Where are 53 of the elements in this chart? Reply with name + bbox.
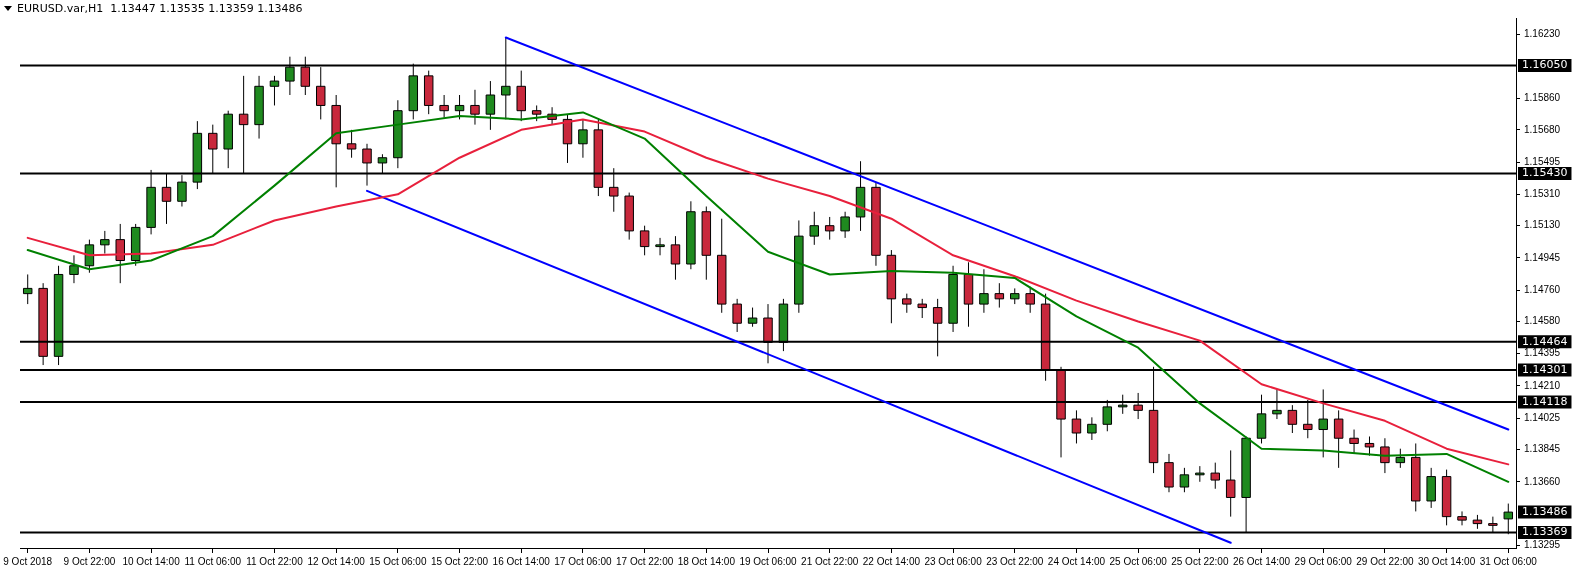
ref-line-label: 1.15430 [1522,166,1568,180]
x-tick-label: 16 Oct 14:00 [492,555,551,567]
x-tick-label: 31 Oct 06:00 [1479,555,1538,567]
y-tick-label: 1.15130 [1524,219,1561,231]
y-tick-label: 1.14945 [1524,251,1561,263]
candlestick [1025,286,1035,314]
candlestick [979,268,989,314]
y-tick-label: 1.15310 [1524,188,1561,200]
x-tick-label: 30 Oct 14:00 [1417,555,1476,567]
x-tick-label: 25 Oct 22:00 [1171,555,1229,567]
y-tick-label: 1.15495 [1524,155,1561,167]
x-tick-label: 9 Oct 22:00 [63,555,116,567]
x-tick-label: 9 Oct 2018 [3,555,53,567]
x-tick-label: 24 Oct 14:00 [1047,555,1106,567]
y-tick-label: 1.13845 [1524,443,1561,455]
y-tick-label: 1.14395 [1524,347,1561,359]
x-tick-label: 23 Oct 22:00 [986,555,1044,567]
x-tick-label: 23 Oct 06:00 [924,555,983,567]
x-tick-label: 19 Oct 06:00 [739,555,798,567]
x-tick-label: 22 Oct 14:00 [862,555,921,567]
candlestick [69,254,79,284]
candlestick [902,293,912,314]
x-tick-label: 10 Oct 14:00 [122,555,181,567]
y-tick-label: 1.15860 [1524,92,1561,104]
x-tick-label: 21 Oct 22:00 [801,555,859,567]
y-tick-label: 1.14580 [1524,315,1561,327]
y-tick-label: 1.16230 [1524,27,1561,39]
ref-line-label: 1.14301 [1522,362,1568,376]
y-tick-label: 1.14025 [1524,411,1561,423]
x-tick-label: 17 Oct 06:00 [554,555,612,567]
chart-title: EURUSD.var,H1 1.13447 1.13535 1.13359 1.13486 [17,2,303,15]
y-tick-label: 1.14210 [1524,379,1561,391]
x-tick-label: 17 Oct 22:00 [615,555,674,567]
x-tick-label: 15 Oct 06:00 [369,555,427,567]
y-tick-label: 1.13295 [1524,539,1561,551]
y-tick-label: 1.15680 [1524,123,1561,135]
x-tick-label: 26 Oct 14:00 [1232,555,1291,567]
candlestick [1457,510,1467,526]
ref-line-label: 1.14118 [1522,394,1568,408]
annotation: 1.13486 [1522,504,1568,518]
x-tick-label: 29 Oct 22:00 [1356,555,1414,567]
x-tick-label: 11 Oct 22:00 [246,555,304,567]
x-tick-label: 11 Oct 06:00 [184,555,242,567]
ref-line-label: 1.16050 [1522,58,1568,72]
x-tick-label: 18 Oct 14:00 [677,555,736,567]
x-tick-label: 29 Oct 06:00 [1294,555,1353,567]
y-tick-label: 1.14760 [1524,283,1561,295]
x-tick-label: 12 Oct 14:00 [307,555,366,567]
x-tick-label: 15 Oct 22:00 [430,555,489,567]
ref-line-label: 1.13369 [1522,525,1568,539]
x-tick-label: 25 Oct 06:00 [1109,555,1168,567]
y-tick-label: 1.13660 [1524,475,1561,487]
ref-line-label: 1.14464 [1522,334,1568,348]
